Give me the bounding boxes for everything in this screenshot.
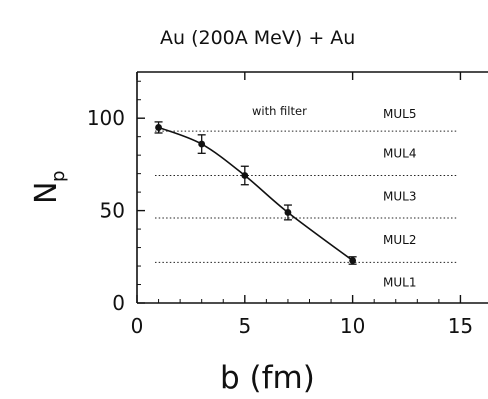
data-point — [240, 165, 249, 186]
y-tick-label: 100 — [87, 106, 125, 130]
data-point — [154, 121, 163, 134]
bin-label-mul3: MUL3 — [383, 190, 416, 204]
bin-label-mul2: MUL2 — [383, 233, 416, 247]
bin-label-mul1: MUL1 — [383, 276, 416, 290]
point-marker — [241, 172, 249, 179]
fit-curve-group — [158, 126, 354, 262]
x-tick-label: 10 — [340, 314, 365, 338]
point-marker — [198, 140, 206, 148]
with-filter-annotation: with filter — [252, 104, 307, 118]
x-axis-label: b (fm) — [220, 360, 315, 396]
data-point — [348, 256, 357, 265]
bin-label-mul5: MUL5 — [383, 107, 416, 121]
y-tick-label: 50 — [100, 199, 125, 223]
y-axis-label-subscript: p — [48, 171, 69, 182]
chart-title: Au (200A MeV) + Au — [160, 27, 355, 49]
x-tick-label: 0 — [131, 314, 144, 338]
data-points — [154, 121, 357, 265]
x-tick-label: 5 — [238, 314, 251, 338]
data-point — [197, 134, 206, 154]
axis-ticks: 0 5 10 15 0 50 100 — [87, 72, 473, 338]
point-marker — [284, 209, 292, 216]
point-marker — [155, 124, 162, 131]
plot-frame — [136, 71, 488, 304]
data-point — [283, 204, 292, 221]
bin-label-mul4: MUL4 — [383, 146, 416, 160]
point-marker — [349, 257, 357, 264]
y-axis-label: N — [29, 182, 64, 204]
multiplicity-bins: MUL5 MUL4 MUL3 MUL2 MUL1 — [155, 107, 458, 290]
y-tick-label: 0 — [112, 291, 125, 315]
y-axis-label-group: N p — [29, 171, 69, 204]
x-tick-label: 15 — [448, 314, 473, 338]
fit-curve — [158, 126, 354, 262]
